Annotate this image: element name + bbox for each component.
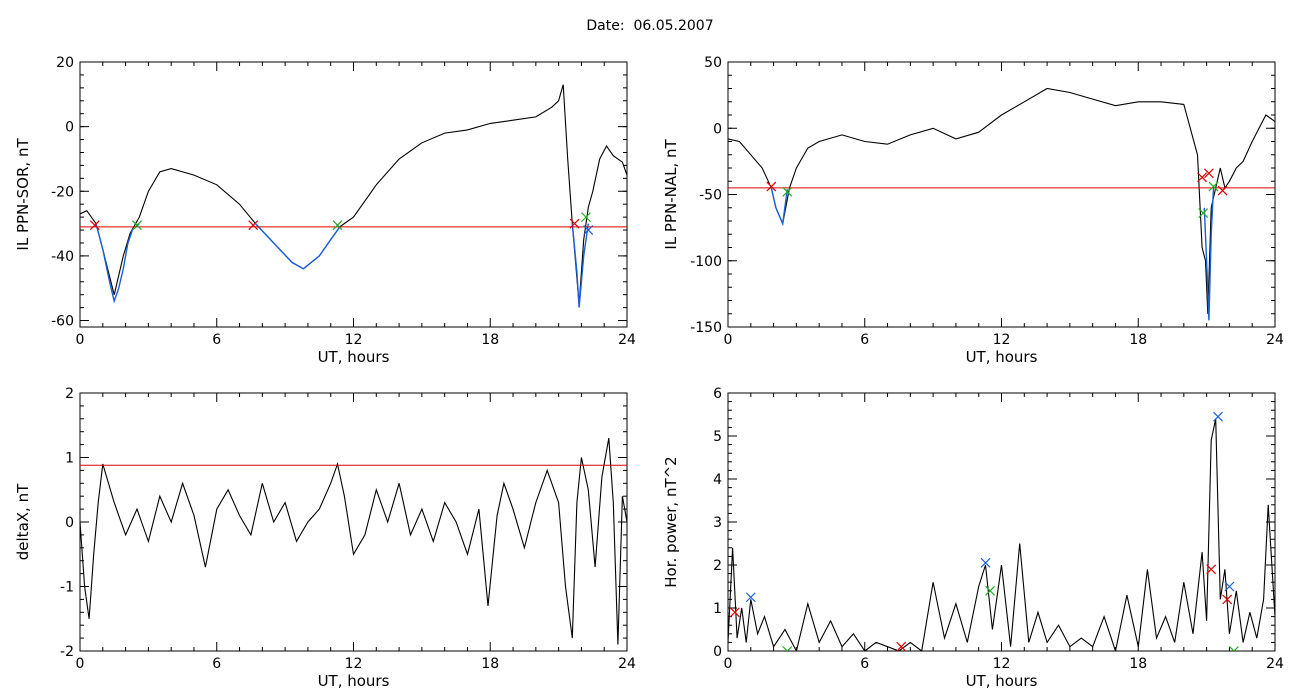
x-tick-label: 24 [1266,332,1284,348]
plot-frame [79,61,628,328]
chart-p2: 0 6 12 18 24 -150 -100 -50 0 50 UT, hours IL PPN-NA… [662,55,1284,366]
event-marker [248,220,259,231]
plot-frame [79,392,628,652]
x-tick-label: 18 [481,332,499,348]
event-marker [1206,564,1217,575]
y-tick-label: -1 [60,580,74,596]
event-marker [332,220,343,231]
event-marker [583,225,594,235]
highlight-segment [571,223,589,308]
x-axis-label: UT, hours [966,672,1038,690]
plot-area [80,84,627,308]
event-marker [985,585,996,596]
x-axis-label: UT, hours [966,348,1038,366]
event-marker [1203,168,1214,179]
highlight-segment [95,223,140,304]
x-tick-label: 18 [481,656,499,672]
x-tick-label: 0 [76,656,85,672]
x-tick-label: 12 [345,656,363,672]
plot-frame [727,61,1276,328]
highlight-segment [1203,187,1215,321]
plot-area [80,438,627,645]
event-marker [89,220,100,231]
event-marker [1208,181,1219,192]
x-axis-label: UT, hours [318,348,390,366]
series-line [80,438,627,645]
chart-p1: 0 6 12 18 24 -60 -40 -20 0 20 UT, hours IL PPN-SOR,… [14,55,636,366]
event-marker [896,641,907,651]
event-marker [581,212,591,223]
y-tick-label: 2 [713,558,722,574]
series-line [80,84,627,305]
y-tick-label: -50 [699,188,722,204]
y-tick-label: 0 [65,120,74,136]
event-marker [1224,581,1235,592]
y-tick-label: 2 [65,386,74,402]
series-line [728,87,1275,314]
y-tick-label: 0 [65,515,74,531]
x-tick-label: 24 [618,332,636,348]
y-axis-label: IL PPN-SOR, nT [14,138,32,251]
event-marker [1229,646,1239,651]
x-tick-label: 12 [993,332,1011,348]
y-tick-label: 1 [65,451,74,467]
y-axis-label: deltaX, nT [14,483,32,560]
event-marker [1213,411,1223,422]
y-tick-label: 20 [56,55,74,71]
x-tick-label: 24 [618,656,636,672]
y-axis-label: IL PPN-NAL, nT [662,139,680,250]
y-tick-label: 0 [713,644,722,660]
event-marker [1198,208,1209,218]
event-marker [782,646,793,651]
y-tick-label: 6 [713,386,722,402]
x-tick-label: 0 [76,332,85,348]
x-tick-label: 6 [212,332,221,348]
event-marker [745,592,756,603]
x-tick-label: 6 [212,656,221,672]
y-tick-label: -60 [51,314,74,330]
x-tick-label: 0 [724,332,733,348]
plot-area [728,87,1275,321]
x-tick-label: 18 [1129,332,1147,348]
event-marker [569,218,580,229]
y-tick-label: 0 [713,121,722,137]
y-axis-label: Hor. power, nT^2 [662,456,680,587]
event-marker [782,186,793,197]
event-marker [1222,594,1233,605]
x-tick-label: 12 [345,332,363,348]
x-tick-label: 0 [724,656,733,672]
page-title: Date: 06.05.2007 [586,18,714,34]
event-marker [1197,172,1207,183]
series-line [728,418,1275,651]
y-tick-label: -100 [690,254,722,270]
y-tick-label: 5 [713,429,722,445]
highlight-segment [254,223,341,270]
event-marker [1217,185,1228,196]
plot-area [728,411,1275,651]
event-marker [729,607,740,618]
y-tick-label: -2 [60,644,74,660]
y-tick-label: -40 [51,249,74,265]
x-axis-label: UT, hours [318,672,390,690]
y-tick-label: 1 [713,601,722,617]
event-marker [980,557,991,568]
x-tick-label: 18 [1129,656,1147,672]
y-tick-label: 3 [713,515,722,531]
x-tick-label: 6 [860,656,869,672]
x-tick-label: 12 [993,656,1011,672]
event-marker [766,181,777,192]
x-tick-label: 6 [860,332,869,348]
event-marker [132,220,142,231]
y-tick-label: -150 [690,320,722,336]
y-tick-label: 50 [704,55,722,71]
y-tick-label: -20 [51,184,74,200]
highlight-segment [770,187,788,227]
x-tick-label: 24 [1266,656,1284,672]
y-tick-label: 4 [713,472,722,488]
